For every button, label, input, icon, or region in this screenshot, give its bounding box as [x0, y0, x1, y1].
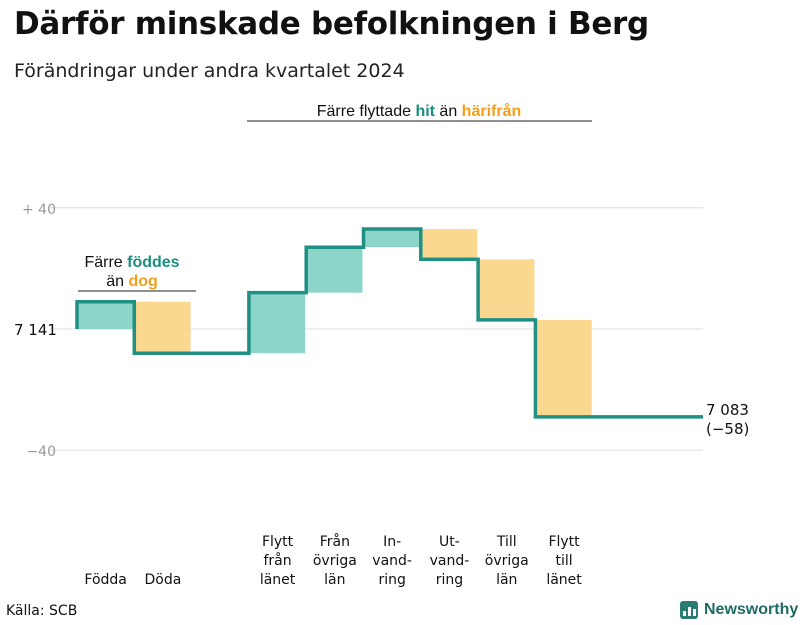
end-value-label: 7 083: [706, 401, 749, 419]
category-label: övriga: [485, 553, 529, 569]
end-change-label: (−58): [706, 420, 749, 438]
bar-increase: [78, 301, 134, 329]
bar-increase: [364, 229, 420, 248]
bar-increase: [307, 247, 363, 293]
category-label: länet: [260, 572, 296, 588]
category-label: län: [324, 572, 345, 588]
category-label: vand-: [430, 553, 470, 569]
births-annotation-line1: Färre föddes: [84, 254, 179, 271]
y-tick-label: + 40: [22, 202, 56, 218]
labels: + 40 7 141 −40 Födda Döda Flytt från länet Från ö…: [14, 202, 749, 588]
category-label: ring: [436, 572, 463, 588]
category-label: Flytt: [548, 534, 580, 550]
category-label: län: [496, 572, 517, 588]
births-annotation-line1-part: Färre: [84, 254, 127, 271]
bars: [78, 229, 592, 417]
category-label: Flytt: [262, 534, 294, 550]
bar-decrease: [135, 301, 191, 354]
moves-annotation-part: hit: [415, 103, 435, 120]
brand-logo: Newsworthy: [680, 601, 798, 619]
births-annotation-line2: än dog: [106, 273, 158, 290]
chart-title: Därför minskade befolkningen i Berg: [14, 6, 649, 42]
cumulative-line-path: [75, 227, 703, 419]
category-label: övriga: [313, 553, 357, 569]
cumulative-line: [75, 227, 703, 419]
moves-annotation-part: än: [435, 103, 462, 120]
category-label: ring: [378, 572, 405, 588]
category-label: Till: [496, 534, 517, 550]
births-annotation-line2-part: dog: [128, 273, 157, 290]
births-annotation-line1-part: föddes: [127, 254, 180, 271]
category-label: till: [555, 553, 572, 569]
moves-annotation: Färre flyttade hit än härifrån: [317, 102, 522, 120]
bar-decrease: [536, 319, 592, 417]
chart-subtitle: Förändringar under andra kvartalet 2024: [14, 60, 405, 82]
moves-annotation-part: Färre flyttade: [317, 103, 416, 120]
start-value-label: 7 141: [14, 321, 57, 339]
category-label: länet: [546, 572, 582, 588]
category-label: vand-: [372, 553, 412, 569]
category-label: Döda: [145, 572, 182, 588]
source-note: Källa: SCB: [6, 603, 78, 619]
category-label: Födda: [84, 572, 126, 588]
category-label: In-: [383, 534, 401, 550]
category-label: från: [263, 552, 291, 569]
category-label: Ut-: [439, 534, 460, 550]
bar-decrease: [421, 229, 478, 260]
bar-decrease: [479, 259, 535, 320]
births-annotation-line2-part: än: [106, 273, 128, 290]
brand-name: Newsworthy: [704, 601, 799, 618]
chart-logo-icon: [680, 601, 698, 619]
y-tick-label: −40: [26, 444, 56, 460]
moves-annotation-part: härifrån: [462, 102, 522, 120]
annotations: Färre föddes än dog Färre flyttade hit än …: [78, 102, 592, 292]
bar-increase: [249, 292, 306, 354]
category-label: Från: [320, 533, 350, 550]
